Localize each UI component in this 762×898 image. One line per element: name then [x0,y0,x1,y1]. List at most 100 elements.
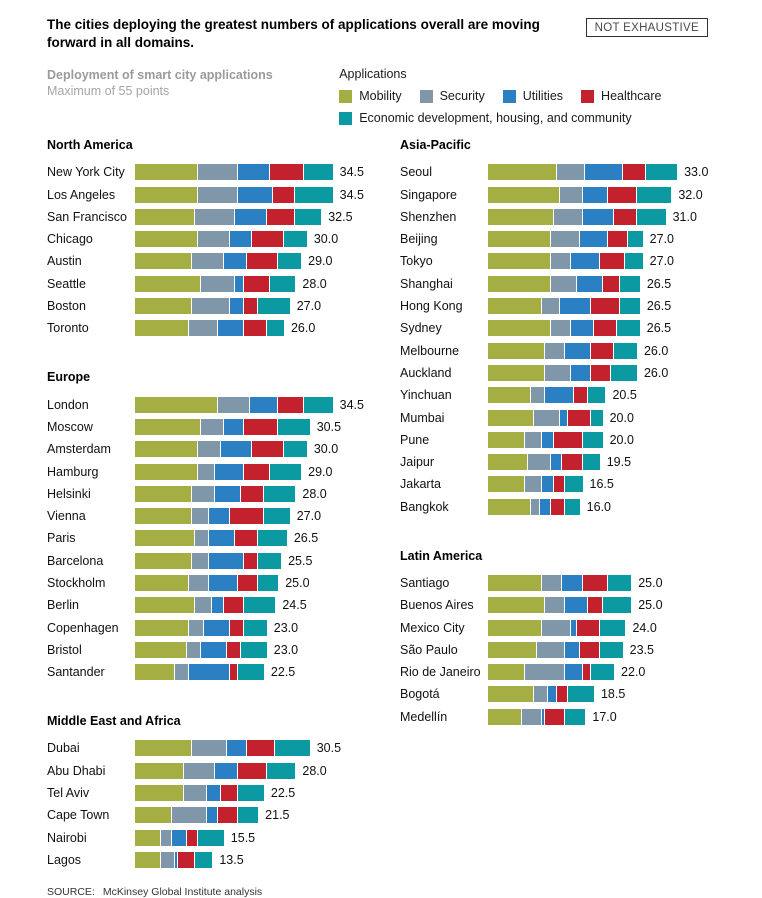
bar-segment-healthcare [545,708,566,725]
bar-segment-healthcare [553,476,566,493]
bar-segment-economic-development [243,619,267,636]
region-europe: Europe London 34.5 Moscow 30.5 Amsterdam 30.0 H… [47,370,400,683]
bar-segment-economic-development [278,418,310,435]
bar-segment-security [160,829,173,846]
stacked-bar-boston [135,298,290,315]
city-label: Seoul [400,165,432,180]
bar-segment-economic-development [278,253,302,270]
chart-column-right: Asia-Pacific Seoul 33.0 Singapore 32.0 Shenzh… [400,138,761,871]
city-label: Melbourne [400,343,460,358]
city-label: Moscow [47,419,93,434]
bar-segment-economic-development [591,409,603,426]
bar-segment-security [530,498,540,515]
bar-segment-economic-development [263,485,296,502]
city-row-shanghai: Shanghai 26.5 [400,273,761,295]
city-label: Shenzhen [400,209,457,224]
bar-segment-economic-development [241,641,267,658]
bar-segment-mobility [135,807,173,824]
bar-value: 26.0 [290,321,316,336]
bar-segment-mobility [488,686,534,703]
stacked-bar-san-francisco [135,208,322,225]
bar-segment-security [192,298,230,315]
bar-segment-utilities [200,641,227,658]
bar-segment-healthcare [579,641,600,658]
bar-value: 22.5 [270,665,296,680]
city-row-s-o-paulo: São Paulo 23.5 [400,639,761,661]
bar-segment-security [192,552,210,569]
bar-value: 25.0 [638,598,663,613]
bar-segment-economic-development [243,597,276,614]
stacked-bar-jaipur [488,454,600,471]
bar-segment-utilities [206,807,219,824]
bar-segment-utilities [238,164,270,181]
stacked-bar-bangkok [488,498,580,515]
bar-segment-utilities [579,231,609,248]
stacked-bar-berlin [135,597,276,614]
city-label: Buenos Aires [400,598,474,613]
city-row-seoul: Seoul 33.0 [400,161,761,183]
city-label: Shanghai [400,276,453,291]
chart-area: North America New York City 34.5 Los Angele… [47,138,708,871]
legend-label: Utilities [522,89,564,104]
bar-segment-utilities [223,418,244,435]
chart-subtitle-block: Deployment of smart city applications Ma… [47,67,339,125]
city-row-new-york-city: New York City 34.5 [47,161,400,183]
bar-segment-utilities [562,574,583,591]
city-row-seattle: Seattle 28.0 [47,273,400,295]
bar-value: 30.5 [316,741,342,756]
region-header-latin-america: Latin America [400,548,483,563]
city-label: Barcelona [47,553,104,568]
bar-value: 34.5 [339,187,364,202]
bar-segment-mobility [488,409,534,426]
bar-value: 16.5 [589,477,614,492]
bar-segment-economic-development [582,431,603,448]
bar-segment-security [198,463,216,480]
bar-segment-security [545,597,566,614]
bar-segment-mobility [488,164,557,181]
bar-segment-mobility [488,619,543,636]
bar-segment-security [200,275,236,292]
city-label: Copenhagen [47,620,119,635]
legend-swatch-economic-development [339,111,353,125]
bar-value: 26.5 [646,276,672,291]
bar-segment-economic-development [195,851,213,868]
bar-value: 34.5 [339,165,364,180]
city-row-jaipur: Jaipur 19.5 [400,451,761,473]
bar-value: 13.5 [219,852,244,867]
bar-segment-utilities [548,686,557,703]
bar-value: 26.5 [646,299,672,314]
bar-segment-mobility [135,619,190,636]
chart-subtitle: Deployment of smart city applications [47,68,273,83]
bar-segment-mobility [488,664,526,681]
city-label: Paris [47,531,76,546]
bar-segment-economic-development [619,298,640,315]
stacked-bar-helsinki [135,485,296,502]
bar-segment-mobility [488,298,543,315]
bar-segment-healthcare [588,597,603,614]
bar-segment-economic-development [283,231,307,248]
bar-segment-mobility [488,476,526,493]
city-label: Sydney [400,321,442,336]
stacked-bar-nairobi [135,829,224,846]
bar-segment-healthcare [235,530,259,547]
city-row-amsterdam: Amsterdam 30.0 [47,438,400,460]
city-label: Toronto [47,321,89,336]
city-row-san-francisco: San Francisco 32.5 [47,206,400,228]
bar-segment-economic-development [258,552,282,569]
city-label: Bangkok [400,499,449,514]
city-row-auckland: Auckland 26.0 [400,362,761,384]
bar-segment-mobility [135,552,193,569]
stacked-bar-jakarta [488,476,583,493]
bar-segment-healthcare [608,186,637,203]
bar-segment-security [192,740,227,757]
bar-segment-economic-development [295,208,322,225]
bar-segment-mobility [135,396,219,413]
stacked-bar-stockholm [135,574,279,591]
stacked-bar-auckland [488,364,637,381]
bar-segment-healthcare [591,298,620,315]
city-label: Austin [47,254,82,269]
bar-value: 24.5 [282,598,307,613]
bar-segment-healthcare [622,164,646,181]
bar-segment-healthcare [553,431,583,448]
bar-segment-security [192,485,216,502]
